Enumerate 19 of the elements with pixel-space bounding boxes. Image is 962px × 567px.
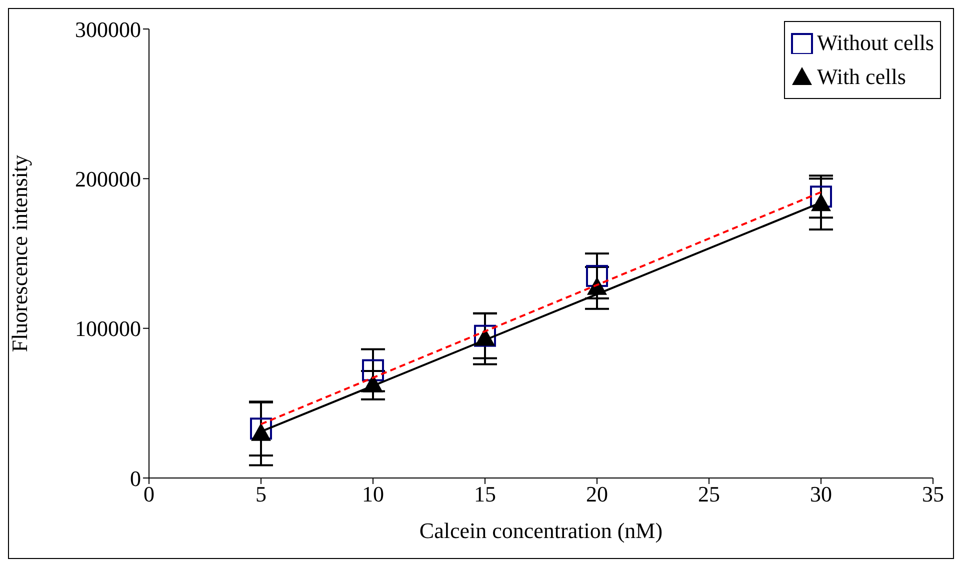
legend-label: Without cells [816, 29, 934, 57]
x-tick-label: 25 [698, 482, 720, 507]
y-tick-label: 0 [130, 466, 141, 491]
y-tick-label: 300000 [75, 16, 141, 42]
point [810, 186, 832, 208]
x-tick-label: 30 [810, 482, 832, 507]
x-tick-label: 20 [586, 482, 608, 507]
point [362, 359, 384, 382]
legend-label: With cells [816, 63, 906, 91]
y-tick-label: 100000 [75, 316, 141, 342]
point [586, 264, 608, 287]
x-tick-label: 35 [922, 482, 944, 507]
y-tick-label: 200000 [75, 166, 141, 192]
point [251, 422, 271, 441]
x-tick-label: 15 [474, 482, 496, 507]
x-axis-title: Calcein concentration (nM) [419, 518, 663, 543]
x-tick-label: 5 [256, 482, 266, 507]
y-axis-title: Fluorescence intensity [6, 154, 32, 352]
x-tick-label: 10 [362, 482, 384, 507]
